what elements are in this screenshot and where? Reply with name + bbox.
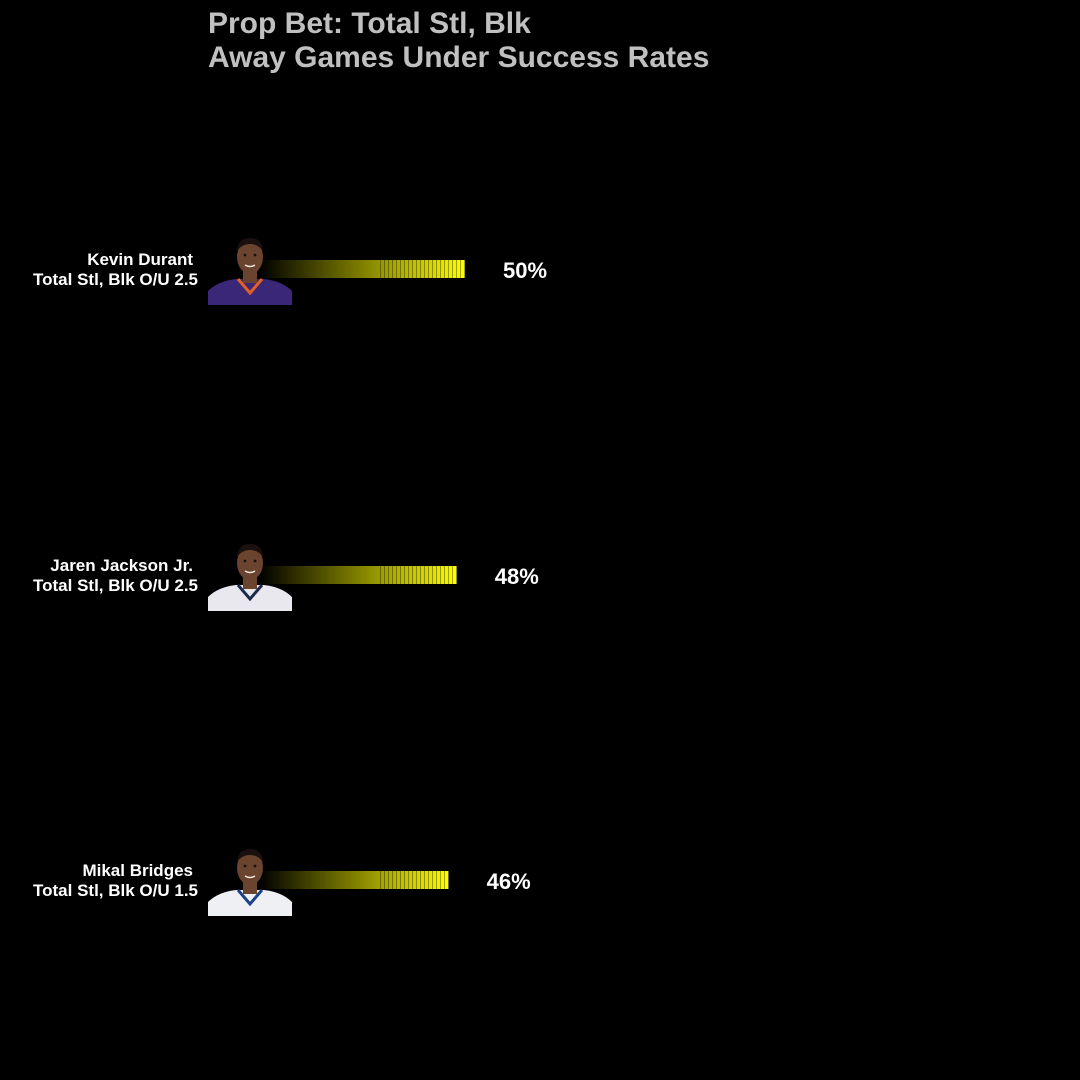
player-headshot-icon: [208, 238, 292, 305]
jersey-collar: [236, 584, 264, 602]
prop-line-label: Total Stl, Blk O/U 2.5: [33, 270, 198, 289]
eye-left: [243, 559, 247, 563]
bar-texture: [380, 566, 457, 584]
jersey-collar: [236, 889, 264, 907]
hair-shape: [237, 544, 263, 557]
player-name-label: Kevin Durant: [87, 250, 193, 269]
eye-left: [243, 253, 247, 257]
value-label: 50%: [503, 258, 547, 283]
mouth-shape: [244, 570, 256, 574]
chart-title-line-1: Prop Bet: Total Stl, Blk: [208, 7, 531, 40]
bar-texture: [380, 260, 465, 278]
head-shape: [237, 546, 263, 580]
bar-texture: [380, 871, 449, 889]
eye-right: [253, 253, 257, 257]
value-label: 46%: [487, 869, 531, 894]
eye-right: [253, 864, 257, 868]
value-label: 48%: [495, 564, 539, 589]
hair-shape: [237, 849, 263, 862]
head-shape: [237, 240, 263, 274]
prop-line-label: Total Stl, Blk O/U 1.5: [33, 881, 198, 900]
player-name-label: Mikal Bridges: [82, 861, 193, 880]
bar-row: Jaren Jackson Jr.Total Stl, Blk O/U 2.5 4…: [33, 544, 539, 611]
player-name-label: Jaren Jackson Jr.: [50, 556, 193, 575]
eye-right: [253, 559, 257, 563]
chart-title-line-2: Away Games Under Success Rates: [208, 41, 709, 74]
player-headshot-icon: [208, 544, 292, 611]
mouth-shape: [244, 875, 256, 879]
eye-left: [243, 864, 247, 868]
jersey-collar: [236, 278, 264, 296]
mouth-shape: [244, 264, 256, 268]
prop-line-label: Total Stl, Blk O/U 2.5: [33, 576, 198, 595]
player-headshot-icon: [208, 849, 292, 916]
head-shape: [237, 851, 263, 885]
hair-shape: [237, 238, 263, 251]
